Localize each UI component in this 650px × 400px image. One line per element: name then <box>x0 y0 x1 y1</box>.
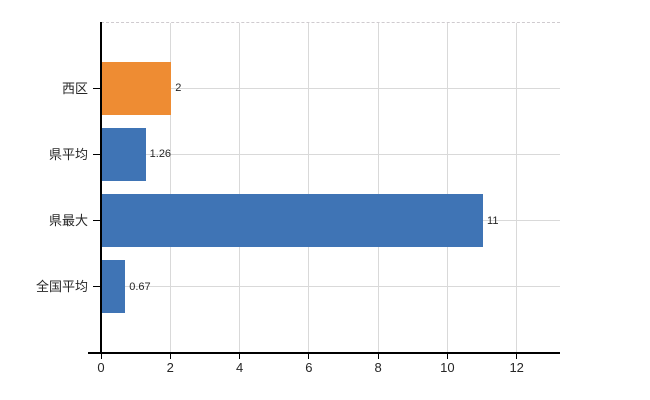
bar-1 <box>102 127 146 181</box>
gridline-horizontal <box>102 286 560 288</box>
x-axis-tick <box>377 353 379 359</box>
x-axis-tick-label: 12 <box>509 360 524 375</box>
category-label: 県平均 <box>48 146 88 162</box>
x-axis-tick <box>239 353 241 359</box>
x-axis-tick <box>446 353 448 359</box>
gridline-vertical <box>377 23 379 352</box>
gridline-vertical <box>308 23 310 352</box>
x-axis-tick-label: 2 <box>166 360 174 375</box>
gridline-horizontal <box>102 87 560 89</box>
y-axis-tick <box>93 87 100 89</box>
bar-value-label: 2 <box>175 82 182 94</box>
y-axis-tick <box>93 286 100 288</box>
x-axis-tick-label: 4 <box>235 360 244 375</box>
gridline-vertical <box>516 23 518 352</box>
y-axis-tick <box>93 220 100 222</box>
category-label: 西区 <box>61 80 88 96</box>
gridline-vertical <box>169 23 171 352</box>
x-axis-tick-label: 10 <box>440 360 455 375</box>
bar-2 <box>102 194 484 248</box>
gridline-horizontal <box>102 153 560 155</box>
x-axis-tick-label: 6 <box>305 360 313 375</box>
gridline-vertical <box>239 23 241 352</box>
x-axis-tick <box>308 353 310 359</box>
x-axis-tick-label: 8 <box>374 360 382 375</box>
bar-3 <box>102 260 126 314</box>
plot-top-border <box>101 22 560 23</box>
x-axis-tick <box>100 353 102 359</box>
category-label: 全国平均 <box>35 279 88 295</box>
x-axis-tick-label: 0 <box>97 360 105 375</box>
bar-value-label: 1.26 <box>149 148 172 161</box>
gridline-vertical <box>446 23 448 352</box>
x-axis-line <box>88 352 560 354</box>
x-axis-tick <box>169 353 171 359</box>
bar-value-label: 0.67 <box>129 280 151 293</box>
category-label: 県最大 <box>48 213 88 229</box>
bar-value-label: 11 <box>487 214 499 227</box>
bar-0 <box>102 61 172 115</box>
y-axis-tick <box>93 153 100 155</box>
y-axis-line <box>100 22 102 353</box>
x-axis-tick <box>516 353 518 359</box>
